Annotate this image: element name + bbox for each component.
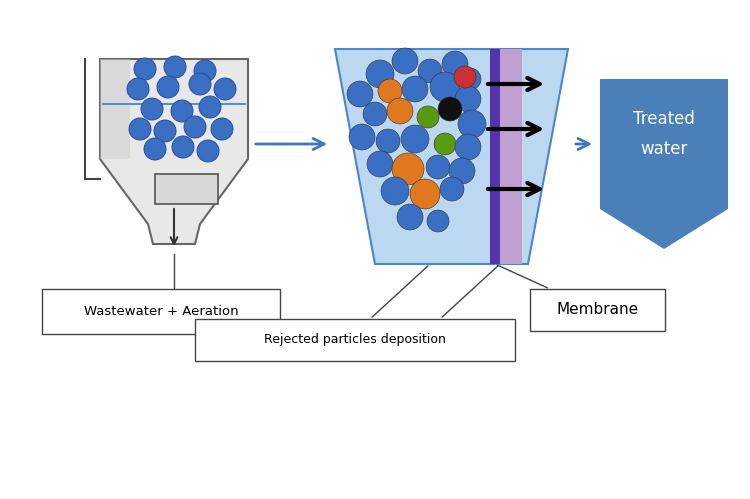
Circle shape <box>434 133 456 155</box>
Circle shape <box>426 155 450 179</box>
Circle shape <box>367 151 393 177</box>
Circle shape <box>141 98 163 120</box>
Text: Wastewater + Aeration: Wastewater + Aeration <box>84 305 238 318</box>
Polygon shape <box>335 49 568 264</box>
Circle shape <box>387 98 413 124</box>
Circle shape <box>455 86 481 112</box>
Circle shape <box>378 79 402 103</box>
Circle shape <box>144 138 166 160</box>
Polygon shape <box>100 59 248 244</box>
Circle shape <box>349 124 375 150</box>
Circle shape <box>347 81 373 107</box>
Circle shape <box>392 48 418 74</box>
Polygon shape <box>600 79 728 249</box>
Polygon shape <box>530 289 665 331</box>
Circle shape <box>440 177 464 201</box>
Circle shape <box>427 210 449 232</box>
Circle shape <box>189 73 211 95</box>
Circle shape <box>363 102 387 126</box>
Circle shape <box>154 120 176 142</box>
Circle shape <box>134 58 156 80</box>
Text: Membrane: Membrane <box>556 302 638 317</box>
Circle shape <box>211 118 233 140</box>
Polygon shape <box>500 49 522 264</box>
Circle shape <box>459 68 481 90</box>
Circle shape <box>157 76 179 98</box>
Polygon shape <box>195 319 515 361</box>
Circle shape <box>197 140 219 162</box>
Circle shape <box>418 59 442 83</box>
Circle shape <box>194 60 216 82</box>
Circle shape <box>381 177 409 205</box>
Circle shape <box>214 78 236 100</box>
Text: Rejected particles deposition: Rejected particles deposition <box>264 333 446 346</box>
Circle shape <box>410 179 440 209</box>
Circle shape <box>454 66 476 88</box>
Polygon shape <box>490 49 500 264</box>
Circle shape <box>392 153 424 185</box>
Circle shape <box>430 72 460 102</box>
Circle shape <box>127 78 149 100</box>
Circle shape <box>164 56 186 78</box>
Circle shape <box>171 100 193 122</box>
Circle shape <box>376 129 400 153</box>
Polygon shape <box>155 174 218 204</box>
Circle shape <box>366 60 394 88</box>
Circle shape <box>417 106 439 128</box>
Circle shape <box>397 204 423 230</box>
Text: Treated
water: Treated water <box>633 110 695 158</box>
Circle shape <box>458 110 486 138</box>
Circle shape <box>438 97 462 121</box>
Circle shape <box>401 125 429 153</box>
Circle shape <box>184 116 206 138</box>
Polygon shape <box>100 59 130 159</box>
Circle shape <box>455 134 481 160</box>
Polygon shape <box>42 289 280 334</box>
Circle shape <box>442 51 468 77</box>
Circle shape <box>172 136 194 158</box>
Circle shape <box>449 158 475 184</box>
Circle shape <box>199 96 221 118</box>
Circle shape <box>129 118 151 140</box>
Circle shape <box>402 76 428 102</box>
